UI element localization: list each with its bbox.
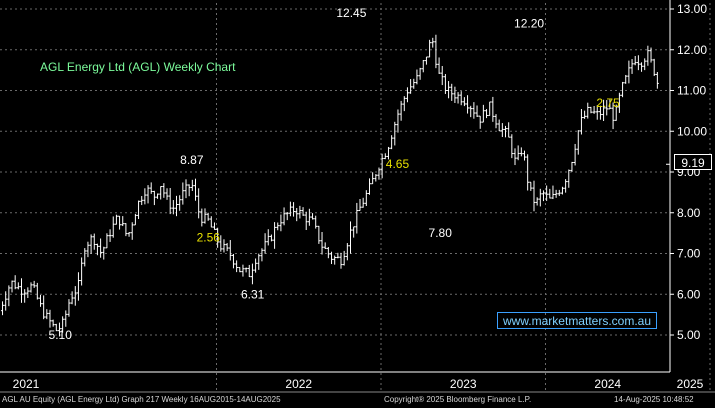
y-tick-label: 10.00 (677, 124, 707, 138)
x-year-label: 2022 (285, 377, 312, 391)
x-year-label: 2025 (677, 377, 704, 391)
footer-copyright: Copyright® 2025 Bloomberg Finance L.P. (384, 395, 532, 404)
axes: 5.006.007.008.009.0010.0011.0012.0013.00… (0, 0, 715, 393)
footer-bar: AGL AU Equity (AGL Energy Ltd) Graph 217… (0, 392, 715, 408)
chart-title: AGL Energy Ltd (AGL) Weekly Chart (40, 60, 236, 74)
move-annotation: 4.65 (386, 157, 410, 171)
marketmatters-watermark[interactable]: www.marketmatters.com.au (497, 312, 657, 329)
price-annotation: 12.45 (336, 6, 366, 20)
footer-timestamp: 14-Aug-2025 10:48:52 (614, 395, 694, 404)
price-annotation: 8.87 (180, 153, 204, 167)
annotations: 5.108.876.3112.457.8012.208.702.564.652.… (49, 6, 620, 342)
move-annotation: 2.75 (596, 96, 620, 110)
y-tick-label: 7.00 (677, 247, 701, 261)
price-annotation: 7.80 (429, 226, 453, 240)
gridlines (0, 3, 711, 392)
x-year-label: 2024 (594, 377, 621, 391)
price-annotation: 12.20 (514, 16, 544, 30)
move-annotation: 2.56 (197, 230, 221, 244)
price-bars (1, 34, 659, 337)
x-year-label: 2023 (450, 377, 477, 391)
y-tick-label: 13.00 (677, 2, 707, 16)
y-tick-label: 11.00 (677, 84, 706, 98)
footer-security-info: AGL AU Equity (AGL Energy Ltd) Graph 217… (2, 395, 281, 404)
y-tick-label: 6.00 (677, 287, 701, 301)
price-annotation: 5.10 (49, 328, 73, 342)
y-tick-label: 12.00 (677, 43, 707, 57)
y-tick-label: 5.00 (677, 328, 701, 342)
x-year-label: 2021 (13, 377, 40, 391)
price-annotation: 6.31 (241, 287, 265, 301)
y-tick-label: 8.00 (677, 206, 701, 220)
last-price-tag: 9.19 (674, 154, 712, 170)
